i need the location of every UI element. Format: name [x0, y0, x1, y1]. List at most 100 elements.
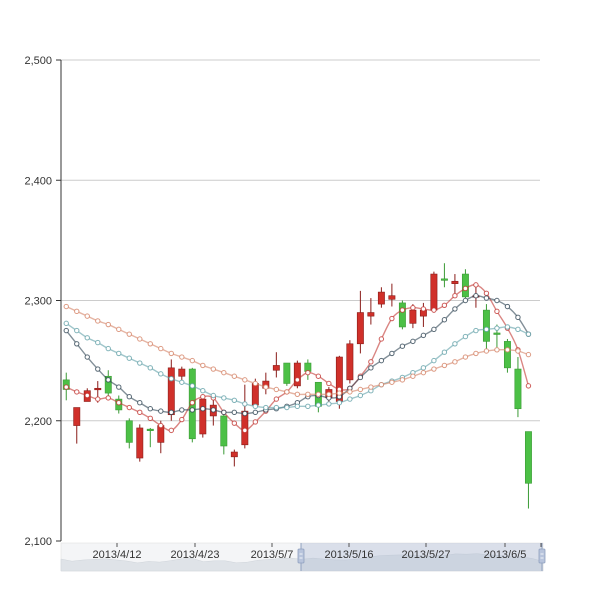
- candle-body: [503, 341, 511, 369]
- candle-body: [346, 343, 354, 381]
- candle[interactable]: [293, 360, 301, 389]
- moving-average-lines[interactable]: [63, 282, 532, 434]
- ma-point: [63, 384, 69, 390]
- ma-line-ma20[interactable]: [63, 320, 532, 411]
- ma-point: [168, 427, 174, 434]
- slider-handle-left[interactable]: [297, 543, 305, 571]
- ma-point: [147, 365, 153, 371]
- ma-point: [483, 290, 490, 296]
- candle[interactable]: [262, 372, 270, 395]
- ma-point: [305, 403, 311, 410]
- candle[interactable]: [440, 263, 448, 288]
- candle[interactable]: [346, 340, 354, 384]
- slider-selection[interactable]: [301, 543, 542, 571]
- ma-point: [431, 326, 437, 333]
- candle[interactable]: [241, 384, 249, 449]
- candle[interactable]: [514, 357, 522, 418]
- candle-body: [461, 273, 469, 298]
- ma-point: [252, 380, 259, 387]
- candle[interactable]: [283, 362, 291, 386]
- ma-point: [357, 392, 364, 399]
- candle-body: [482, 309, 490, 342]
- ma-point: [294, 377, 301, 383]
- candle[interactable]: [461, 269, 469, 299]
- ma-point: [137, 336, 143, 342]
- candle[interactable]: [367, 298, 375, 325]
- data-zoom-slider[interactable]: 2013/4/12 2013/4/23 2013/5/7 2013/5/16 2013/…: [60, 542, 546, 572]
- candle[interactable]: [125, 418, 133, 449]
- candle[interactable]: [136, 424, 144, 462]
- ma-point: [399, 343, 406, 349]
- ma-point: [368, 359, 374, 365]
- ma-point: [410, 305, 416, 311]
- ma-point: [95, 366, 101, 372]
- ma-point: [347, 389, 353, 395]
- candle-body: [94, 387, 102, 391]
- candle[interactable]: [377, 287, 385, 308]
- candle[interactable]: [430, 271, 438, 313]
- candle[interactable]: [104, 370, 112, 397]
- candle[interactable]: [524, 431, 532, 509]
- candle-body: [251, 383, 259, 406]
- ma-point: [399, 377, 406, 383]
- ma-point: [252, 419, 259, 425]
- ma-point: [368, 384, 374, 390]
- candle[interactable]: [230, 449, 238, 467]
- ma-point: [179, 354, 185, 360]
- ma-point: [137, 409, 143, 416]
- ma-point: [462, 285, 469, 292]
- ma-point: [242, 410, 248, 417]
- candle[interactable]: [398, 300, 406, 330]
- ma-point: [168, 375, 174, 382]
- ma-point: [294, 391, 301, 397]
- candle[interactable]: [356, 290, 364, 354]
- ma-point: [189, 383, 196, 389]
- candle[interactable]: [388, 283, 396, 307]
- candle[interactable]: [503, 338, 511, 373]
- ma-point: [515, 348, 521, 354]
- ma-point: [221, 395, 227, 401]
- ma-point: [368, 365, 374, 371]
- ma-point: [221, 409, 227, 416]
- ma-point: [189, 407, 196, 413]
- ma-point: [410, 373, 416, 379]
- ma-point: [525, 383, 532, 389]
- candle-body: [524, 431, 532, 484]
- slider-date-label: 2013/5/7: [251, 549, 294, 561]
- ma-point: [452, 306, 458, 312]
- candle-body: [514, 368, 522, 410]
- ma-point: [494, 347, 500, 353]
- ma-point: [126, 355, 132, 361]
- slider-date-label: 2013/5/27: [402, 549, 451, 561]
- ma-point: [147, 341, 153, 347]
- ma-line-ma30[interactable]: [63, 303, 532, 397]
- candle[interactable]: [451, 274, 459, 294]
- candle-body: [73, 407, 81, 426]
- candle[interactable]: [304, 359, 312, 380]
- ma-point: [515, 326, 521, 333]
- ma-point: [357, 374, 364, 381]
- ma-point: [179, 379, 185, 385]
- candle[interactable]: [272, 352, 280, 378]
- ma-point: [473, 350, 479, 357]
- ma-line-ma10[interactable]: [63, 292, 532, 417]
- ma-point: [158, 408, 164, 414]
- candle[interactable]: [146, 427, 154, 448]
- ma-point: [63, 327, 69, 334]
- ma-point: [263, 404, 269, 411]
- slider-handle-right[interactable]: [538, 543, 546, 571]
- candle[interactable]: [178, 366, 186, 382]
- ma-point: [200, 387, 206, 394]
- ma-point: [158, 422, 164, 429]
- ma-point: [315, 402, 322, 408]
- candle[interactable]: [220, 411, 228, 455]
- ma-point: [252, 409, 259, 416]
- ma-point: [200, 362, 206, 369]
- candle[interactable]: [199, 395, 207, 438]
- candle[interactable]: [73, 407, 81, 444]
- ma-point: [473, 292, 479, 299]
- ma-point: [389, 315, 395, 322]
- ma-line-ma5[interactable]: [63, 282, 532, 434]
- candle-body: [220, 415, 228, 447]
